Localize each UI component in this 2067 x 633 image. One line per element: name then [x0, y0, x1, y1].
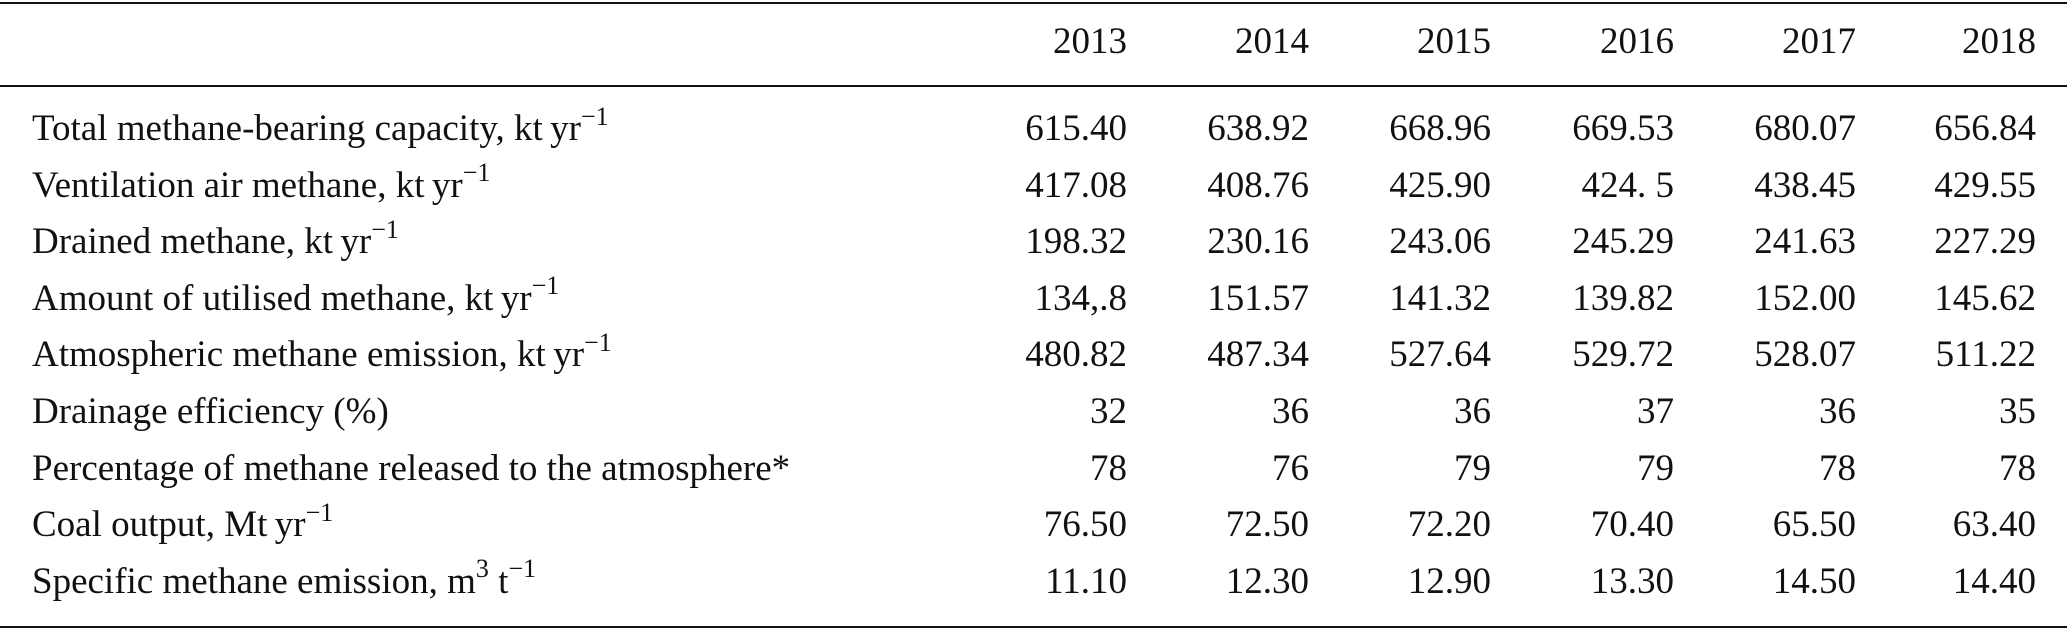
cell-value: 152.00	[1754, 277, 1856, 319]
row-label: Percentage of methane released to the at…	[32, 447, 790, 491]
label-text: Percentage of methane released to the at…	[32, 447, 791, 489]
superscript: −1	[371, 214, 399, 244]
row-label: Drained methane, kt yr−1	[32, 216, 399, 264]
cell-value: 36	[1454, 391, 1491, 432]
cell-value: 656.84	[1934, 108, 2036, 149]
cell-value: 227.29	[1934, 221, 2036, 263]
label-text: Specific methane emission, m	[32, 560, 476, 602]
cell-value: 14.40	[1952, 560, 2036, 602]
superscript: −1	[508, 554, 537, 584]
cell-value: 37	[1637, 391, 1674, 432]
label-text: Amount of utilised methane, kt yr	[32, 277, 532, 319]
row-label: Ventilation air methane, kt yr−1	[32, 160, 490, 208]
cell-value: 438.45	[1754, 164, 1856, 206]
label-text: t	[488, 560, 509, 602]
cell-value: 511.22	[1935, 334, 2036, 376]
cell-value: 528.07	[1754, 334, 1856, 376]
cell-value: 198.32	[1025, 221, 1127, 263]
column-header: 2013	[1053, 21, 1127, 62]
cell-value: 425.90	[1389, 164, 1491, 206]
row-label: Atmospheric methane emission, kt yr−1	[32, 330, 612, 377]
cell-value: 76.50	[1043, 504, 1127, 546]
label-text: Drainage efficiency (%)	[32, 391, 389, 432]
row-label: Total methane-bearing capacity, kt yr−1	[32, 103, 609, 151]
cell-value: 145.62	[1934, 277, 2036, 319]
cell-value: 529.72	[1572, 334, 1674, 376]
cell-value: 243.06	[1389, 221, 1491, 263]
cell-value: 11.10	[1045, 560, 1127, 602]
cell-value: 615.40	[1025, 108, 1127, 149]
cell-value: 78	[1090, 447, 1127, 489]
column-header: 2018	[1962, 21, 2036, 62]
label-text: Atmospheric methane emission, kt yr	[32, 334, 585, 376]
cell-value: 669.53	[1572, 108, 1674, 149]
cell-value: 680.07	[1754, 108, 1856, 149]
cell-value: 527.64	[1389, 334, 1491, 376]
row-label: Amount of utilised methane, kt yr−1	[32, 273, 559, 321]
cell-value: 72.20	[1407, 504, 1491, 546]
cell-value: 241.63	[1754, 221, 1856, 263]
bottom-rule	[0, 626, 2067, 628]
superscript: −1	[584, 328, 612, 358]
cell-value: 78	[1819, 447, 1856, 489]
column-header: 2014	[1235, 21, 1309, 62]
cell-value: 12.90	[1407, 560, 1491, 602]
cell-value: 78	[1999, 447, 2036, 489]
cell-value: 70.40	[1590, 504, 1674, 546]
label-text: Drained methane, kt yr	[32, 221, 372, 263]
cell-value: 65.50	[1772, 504, 1856, 546]
cell-value: 151.57	[1207, 277, 1309, 319]
superscript: −1	[305, 497, 334, 527]
header-rule	[0, 85, 2067, 87]
cell-value: 134,.8	[1034, 277, 1128, 319]
superscript: −1	[531, 271, 560, 301]
cell-value: 139.82	[1572, 277, 1674, 319]
label-text: Total methane-bearing capacity, kt yr	[32, 108, 581, 149]
row-label: Drainage efficiency (%)	[32, 390, 389, 434]
cell-value: 429.55	[1934, 164, 2036, 206]
superscript: −1	[462, 158, 491, 188]
cell-value: 32	[1090, 391, 1127, 432]
cell-value: 141.32	[1389, 277, 1491, 319]
cell-value: 12.30	[1225, 560, 1309, 602]
cell-value: 638.92	[1207, 108, 1309, 149]
cell-value: 35	[1999, 391, 2036, 432]
cell-value: 79	[1454, 447, 1491, 489]
label-text: Ventilation air methane, kt yr	[32, 164, 463, 206]
cell-value: 72.50	[1225, 504, 1309, 546]
cell-value: 230.16	[1207, 221, 1309, 263]
cell-value: 63.40	[1952, 504, 2036, 546]
cell-value: 480.82	[1025, 334, 1127, 376]
label-text: Coal output, Mt yr	[32, 504, 306, 546]
cell-value: 424. 5	[1581, 164, 1675, 206]
cell-value: 36	[1819, 391, 1856, 432]
column-header: 2016	[1600, 21, 1674, 62]
cell-value: 487.34	[1207, 334, 1309, 376]
top-rule	[0, 2, 2067, 4]
cell-value: 417.08	[1025, 164, 1127, 206]
superscript: 3	[475, 554, 489, 584]
column-header: 2015	[1417, 21, 1491, 62]
column-header: 2017	[1782, 21, 1856, 62]
row-label: Specific methane emission, m3 t−1	[32, 556, 536, 604]
cell-value: 13.30	[1590, 560, 1674, 602]
cell-value: 245.29	[1572, 221, 1674, 263]
cell-value: 408.76	[1207, 164, 1309, 206]
cell-value: 668.96	[1389, 108, 1491, 149]
row-label: Coal output, Mt yr−1	[32, 499, 333, 547]
cell-value: 76	[1272, 447, 1309, 489]
cell-value: 79	[1637, 447, 1674, 489]
superscript: −1	[580, 101, 609, 131]
cell-value: 36	[1272, 391, 1309, 432]
cell-value: 14.50	[1772, 560, 1856, 602]
